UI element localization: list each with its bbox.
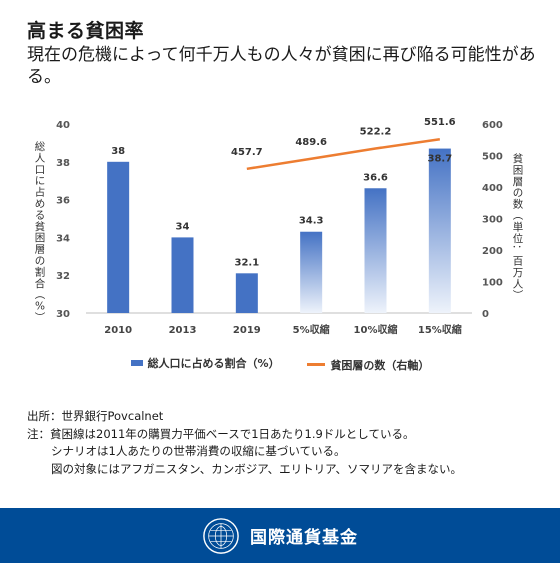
bar-data-labels: 38 34 32.1 34.3 36.6 38.7 (111, 146, 452, 269)
footer-banner: 国際通貨基金 (0, 508, 560, 563)
right-tick-label-2: 200 (482, 246, 503, 257)
left-tick-label-0: 30 (56, 309, 70, 320)
legend-bar-swatch (130, 360, 143, 366)
right-axis-title-char-8: ： (511, 244, 523, 255)
right-axis-title-char-11: 人 (513, 278, 524, 290)
left-axis-title-char-12: 合 (35, 277, 46, 290)
note-line-3: 図の対象にはアフガニスタン、カンボジア、エリトリア、ソマリアを含まない。 (51, 461, 463, 476)
category-label-1: 2013 (169, 325, 197, 336)
left-axis-ticks: 30 32 34 36 38 40 (56, 120, 70, 320)
bar-3 (300, 231, 323, 313)
chart-subtitle: 現在の危機によって何千万人もの人々が貧困に再び陥る可能性がある。 (27, 45, 536, 87)
bar-2 (235, 273, 258, 313)
legend-item-line: 貧困層の数（右軸） (307, 357, 429, 373)
legend-line-label: 貧困層の数（右軸） (330, 358, 430, 372)
legend-bar-label: 総人口に占める割合（%） (147, 357, 280, 370)
chart-notes: 出所：世界銀行Povcalnet 注：貧困線は2011年の購買力平価ベースで1日… (27, 408, 462, 478)
legend-line-swatch (307, 363, 326, 366)
right-tick-label-3: 300 (482, 215, 503, 226)
right-tick-label-5: 500 (482, 152, 503, 163)
right-axis-title-char-10: 万 (513, 267, 524, 279)
right-tick-label-6: 600 (482, 120, 503, 131)
left-tick-label-3: 36 (56, 196, 70, 207)
left-axis-title-char-14: % (35, 301, 45, 313)
category-label-0: 2010 (104, 325, 132, 336)
chart-title: 高まる貧困率 (27, 20, 145, 42)
right-axis-title-char-0: 貧 (513, 152, 524, 165)
chart-legend: 総人口に占める割合（%） 貧困層の数（右軸） (0, 355, 560, 373)
bar-1 (171, 237, 194, 313)
left-axis-title-char-11: 割 (35, 265, 46, 278)
right-axis-ticks: 0 100 200 300 400 500 600 (482, 120, 503, 320)
left-axis-title-char-13: （ (33, 289, 45, 300)
legend-item-bar: 総人口に占める割合（%） (130, 355, 280, 371)
line-series (246, 138, 441, 171)
left-axis-title-char-4: 占 (35, 186, 46, 199)
left-axis-title-char-15: ） (33, 312, 45, 323)
bar-label-4: 36.6 (363, 172, 388, 183)
category-label-4: 10%収縮 (354, 323, 398, 336)
left-axis-title-char-7: 貧 (35, 220, 46, 233)
bar-0 (107, 161, 130, 313)
bar-label-0: 38 (111, 146, 125, 157)
source-note: 出所：世界銀行Povcalnet (27, 409, 164, 423)
right-axis-title-char-7: 位 (513, 232, 524, 245)
organization-name: 国際通貨基金 (250, 528, 358, 548)
note-line-1: 注：貧困線は2011年の購買力平価ベースで1日あたり1.9ドルとしている。 (27, 426, 415, 441)
line-data-labels: 457.7 489.6 522.2 551.6 (231, 117, 456, 158)
right-tick-label-1: 100 (482, 278, 503, 289)
bar-label-5: 38.7 (427, 154, 452, 165)
bar-4 (364, 188, 387, 313)
right-axis-title: 貧困層の数（単位：百万人） (511, 152, 524, 300)
category-label-3: 5%収縮 (293, 323, 330, 336)
right-tick-label-4: 400 (482, 183, 503, 194)
left-tick-label-4: 38 (56, 158, 70, 169)
bar-label-3: 34.3 (299, 216, 324, 227)
left-axis-title-char-1: 人 (35, 152, 46, 164)
left-axis-title-char-5: め (35, 198, 46, 210)
right-tick-label-0: 0 (482, 309, 489, 320)
left-axis-title-char-3: に (35, 175, 46, 187)
left-axis-title-char-8: 困 (35, 232, 46, 244)
right-axis-title-char-9: 百 (513, 256, 524, 268)
category-label-2: 2019 (233, 325, 261, 336)
bar-series (107, 148, 451, 313)
right-axis-title-char-3: の (513, 187, 524, 199)
note-line-2: シナリオは1人あたりの世帯消費の収縮に基づいている。 (51, 444, 346, 458)
right-axis-title-char-2: 層 (513, 176, 524, 188)
left-axis-title-char-2: 口 (35, 164, 46, 176)
right-axis-title-char-5: （ (511, 210, 523, 221)
left-axis-title-char-6: る (35, 209, 46, 221)
left-tick-label-5: 40 (56, 120, 70, 131)
bar-label-1: 34 (176, 221, 190, 232)
imf-seal-icon (203, 517, 239, 554)
left-axis-title-char-0: 総 (35, 140, 46, 153)
right-axis-title-char-6: 単 (513, 220, 524, 233)
right-axis-title-char-4: 数 (513, 198, 524, 211)
line-label-4: 522.2 (360, 127, 392, 138)
category-labels: 2010 2013 2019 5%収縮 10%収縮 15%収縮 (104, 323, 462, 336)
left-axis-title-char-10: の (35, 255, 46, 267)
right-axis-title-char-1: 困 (513, 164, 524, 176)
bar-label-2: 32.1 (234, 257, 259, 268)
left-axis-title-char-9: 層 (35, 244, 46, 256)
left-tick-label-1: 32 (56, 271, 70, 282)
right-axis-title-char-12: ） (511, 290, 523, 301)
line-label-2: 457.7 (231, 147, 263, 158)
bar-5 (428, 148, 451, 313)
line-label-3: 489.6 (295, 137, 327, 148)
left-tick-label-2: 34 (56, 233, 70, 244)
category-label-5: 15%収縮 (418, 323, 462, 336)
line-label-5: 551.6 (424, 117, 456, 128)
poverty-count-line (246, 138, 441, 171)
